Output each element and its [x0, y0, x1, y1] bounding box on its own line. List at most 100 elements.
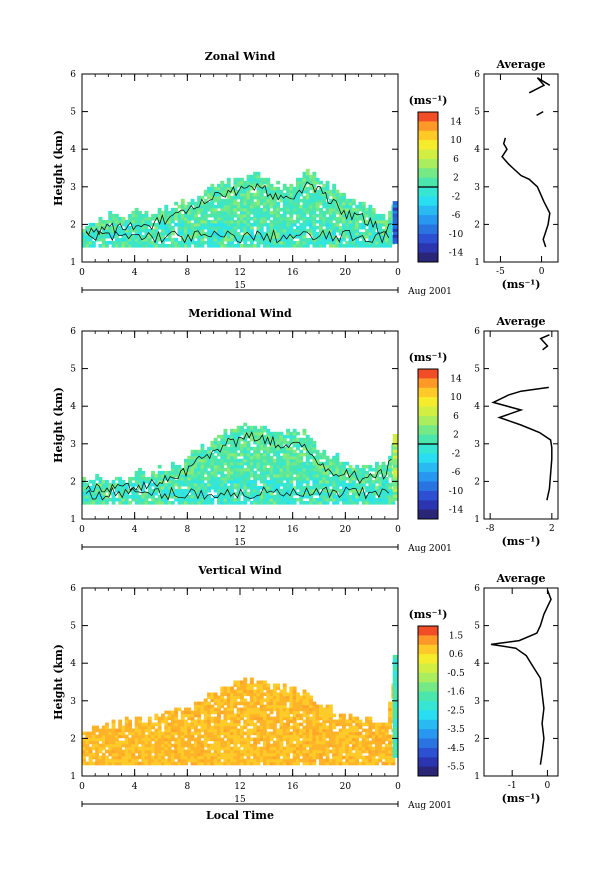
heatmap-cell: [230, 728, 234, 733]
heatmap-cell: [305, 434, 310, 439]
heatmap-cell: [312, 464, 317, 469]
heatmap-cell: [190, 719, 195, 724]
heatmap-cell: [315, 240, 320, 245]
heatmap-cell: [319, 713, 323, 718]
heatmap-cell: [210, 482, 215, 487]
heatmap-cell: [230, 749, 234, 754]
heatmap-cell: [371, 494, 376, 499]
heatmap-cell: [348, 464, 353, 469]
heatmap-cell: [259, 231, 264, 236]
heatmap-cell: [180, 234, 185, 239]
heatmap-cell: [276, 746, 281, 751]
heatmap-cell: [368, 479, 373, 484]
heatmap-cell: [371, 479, 376, 484]
heatmap-cell: [240, 234, 244, 239]
colorbar-tick-label: 6: [453, 155, 459, 165]
heatmap-cell: [332, 746, 337, 751]
heatmap-cell: [335, 204, 340, 209]
heatmap-cell: [328, 192, 333, 197]
heatmap-cell: [276, 731, 281, 736]
heatmap-cell: [289, 743, 294, 748]
heatmap-cell: [348, 198, 353, 203]
heatmap-cell: [108, 731, 113, 736]
heatmap-cell: [111, 497, 116, 502]
heatmap-cell: [157, 731, 162, 736]
heatmap-cell: [213, 225, 218, 230]
heatmap-cell: [289, 440, 294, 445]
heatmap-cell: [345, 204, 350, 209]
heatmap-cell: [289, 479, 294, 484]
heatmap-cell: [147, 479, 152, 484]
heatmap-cell: [266, 758, 271, 763]
heatmap-cell: [105, 743, 109, 748]
heatmap-cell: [124, 497, 129, 502]
heatmap-cell: [371, 225, 376, 230]
heatmap-cell: [180, 467, 185, 472]
heatmap-cell: [200, 740, 205, 745]
heatmap-cell: [240, 428, 244, 433]
heatmap-cell: [263, 425, 267, 430]
heatmap-cell: [249, 470, 254, 475]
heatmap-cell: [128, 737, 132, 742]
heatmap-cell: [134, 725, 139, 730]
heatmap-cell: [138, 216, 142, 221]
heatmap-cell: [118, 761, 123, 766]
heatmap-cell: [220, 470, 225, 475]
heatmap-cell: [184, 488, 188, 493]
profile-y-tick-label: 2: [474, 220, 480, 230]
colorbar-tick-label: -2: [452, 192, 461, 202]
heatmap-cell: [338, 216, 343, 221]
heatmap-cell: [164, 737, 169, 742]
heatmap-cell: [184, 210, 188, 215]
heatmap-cell: [292, 731, 297, 736]
heatmap-cell: [203, 494, 208, 499]
heatmap-cell: [240, 222, 244, 227]
heatmap-cell: [312, 210, 317, 215]
heatmap-cell: [259, 686, 264, 691]
heatmap-cell: [272, 501, 277, 505]
colorbar-segment: [418, 397, 438, 407]
heatmap-cell: [217, 740, 221, 745]
heatmap-cell: [180, 740, 185, 745]
heatmap-cell: [217, 458, 221, 463]
heatmap-cell: [151, 473, 155, 478]
heatmap-cell: [230, 692, 234, 697]
heatmap-cell: [144, 758, 149, 763]
heatmap-cell: [105, 225, 109, 230]
heatmap-cell: [253, 174, 258, 179]
heatmap-cell: [381, 228, 386, 233]
heatmap-cell: [272, 734, 277, 739]
heatmap-cell: [269, 725, 274, 730]
heatmap-cell: [388, 716, 392, 721]
heatmap-cell: [111, 213, 116, 218]
heatmap-cell: [371, 488, 376, 493]
heatmap-cell: [108, 761, 113, 766]
heatmap-cell: [200, 216, 205, 221]
heatmap-cell: [256, 216, 261, 221]
heatmap-cell: [101, 222, 106, 227]
heatmap-cell: [368, 231, 373, 236]
heatmap-cell: [170, 758, 175, 763]
heatmap-cell: [118, 719, 123, 724]
heatmap-cell: [263, 464, 267, 469]
heatmap-cell: [286, 464, 290, 469]
heatmap-cell: [335, 737, 340, 742]
heatmap-cell: [259, 440, 264, 445]
heatmap-cell: [312, 195, 317, 200]
heatmap-cell: [378, 755, 383, 760]
heatmap-cell: [217, 219, 221, 224]
heatmap-cell: [282, 455, 287, 460]
heatmap-cell: [305, 695, 310, 700]
heatmap-cell: [220, 488, 225, 493]
heatmap-cell: [282, 476, 287, 481]
heatmap-cell: [144, 743, 149, 748]
heatmap-cell: [108, 752, 113, 757]
heatmap-cell: [361, 476, 366, 481]
heatmap-cell: [190, 743, 195, 748]
heatmap-cell: [177, 731, 182, 736]
heatmap-cell: [315, 479, 320, 484]
heatmap-cell: [392, 730, 398, 734]
heatmap-cell: [292, 455, 297, 460]
heatmap-cell: [124, 231, 129, 236]
heatmap-cell: [375, 731, 379, 736]
